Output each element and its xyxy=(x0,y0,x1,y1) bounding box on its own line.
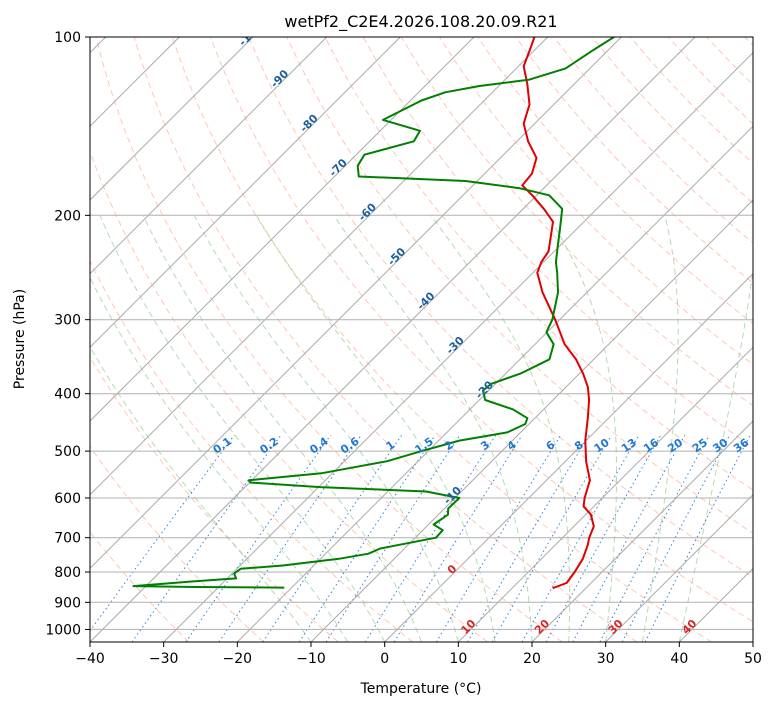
moist-adiabat xyxy=(90,276,349,642)
dewpoint-profile xyxy=(132,37,615,589)
moist-adiabat xyxy=(642,215,679,642)
isotherm-line xyxy=(90,37,549,496)
x-tick-label: 10 xyxy=(449,651,467,667)
isotherm-line xyxy=(384,272,753,642)
isotherm-line xyxy=(90,37,254,201)
mixing-ratio-line xyxy=(521,434,640,642)
isotherm-line xyxy=(457,346,753,642)
mixing-ratio-line xyxy=(262,434,403,642)
isotherm-line xyxy=(236,125,753,642)
moist-adiabat xyxy=(90,345,312,642)
dry-adiabat xyxy=(90,259,414,642)
x-axis-title: Temperature (°C) xyxy=(360,681,482,697)
isotherm-line xyxy=(531,420,753,642)
isotherm-line xyxy=(90,37,328,275)
isotherm-line xyxy=(310,199,753,642)
moist-adiabat xyxy=(430,215,571,642)
series-lines xyxy=(132,37,615,590)
mixing-ratio-line xyxy=(572,434,686,642)
background-lines xyxy=(90,37,753,642)
x-tick-label: −20 xyxy=(223,651,253,667)
plot-frame xyxy=(89,36,754,643)
isotherm-line xyxy=(163,51,753,642)
dry-adiabat xyxy=(171,37,712,642)
mixing-ratio-line xyxy=(599,434,710,642)
x-tick-label: 30 xyxy=(597,651,615,667)
y-tick-label: 300 xyxy=(54,313,81,329)
x-tick-label: −10 xyxy=(296,651,326,667)
dry-adiabat xyxy=(210,37,753,623)
moist-adiabat xyxy=(142,215,422,642)
isotherm-line xyxy=(90,37,401,349)
y-tick-label: 100 xyxy=(54,30,81,46)
isotherm-line xyxy=(90,37,622,570)
mixing-ratio-line xyxy=(621,434,731,642)
y-tick-label: 700 xyxy=(54,531,81,547)
x-tick-label: −30 xyxy=(149,651,179,667)
dry-adiabat xyxy=(248,37,753,578)
x-tick-label: 20 xyxy=(523,651,541,667)
mixing-ratio-line xyxy=(298,434,436,642)
y-tick-label: 200 xyxy=(54,208,81,224)
dry-adiabat xyxy=(515,37,753,284)
isotherm-label: -100 xyxy=(236,20,265,49)
x-tick-label: 0 xyxy=(380,651,389,667)
x-tick-label: 50 xyxy=(744,651,762,667)
y-axis-title: Pressure (hPa) xyxy=(12,289,28,389)
y-tick-label: 600 xyxy=(54,491,81,507)
y-tick-label: 400 xyxy=(54,387,81,403)
dry-adiabat xyxy=(286,37,753,534)
isotherm-line xyxy=(605,493,753,642)
chart-title: wetPf2_C2E4.2026.108.20.09.R21 xyxy=(284,12,557,32)
dry-adiabat xyxy=(90,445,264,642)
moist-adiabat xyxy=(193,215,459,642)
isotherm-line xyxy=(90,37,696,642)
x-tick-label: −40 xyxy=(75,651,105,667)
mixing-ratio-line xyxy=(545,434,662,642)
y-axis: 100 200 300 400 500 600 700 800 900 1000 xyxy=(45,30,90,638)
isotherm-line xyxy=(90,37,475,422)
moist-adiabat xyxy=(547,215,617,642)
y-tick-label: 1000 xyxy=(45,622,81,638)
moist-adiabat xyxy=(678,265,753,642)
dry-adiabat xyxy=(95,37,563,642)
dry-adiabat xyxy=(324,37,753,491)
y-tick-label: 800 xyxy=(54,565,81,581)
y-tick-label: 900 xyxy=(54,595,81,611)
x-tick-label: 40 xyxy=(670,651,688,667)
mixing-ratio-line xyxy=(644,434,751,642)
plot-background xyxy=(90,37,753,642)
x-axis: −40 −30 −20 −10 0 10 20 30 40 50 xyxy=(75,642,762,667)
mixing-ratio-line xyxy=(491,434,613,642)
moist-adiabat xyxy=(333,215,533,642)
mixing-ratio-line xyxy=(435,434,562,642)
isotherm-line xyxy=(752,641,753,642)
dry-adiabat xyxy=(133,37,638,642)
temperature-profile xyxy=(521,37,595,590)
y-tick-label: 500 xyxy=(54,444,81,460)
moist-adiabat xyxy=(99,215,386,642)
